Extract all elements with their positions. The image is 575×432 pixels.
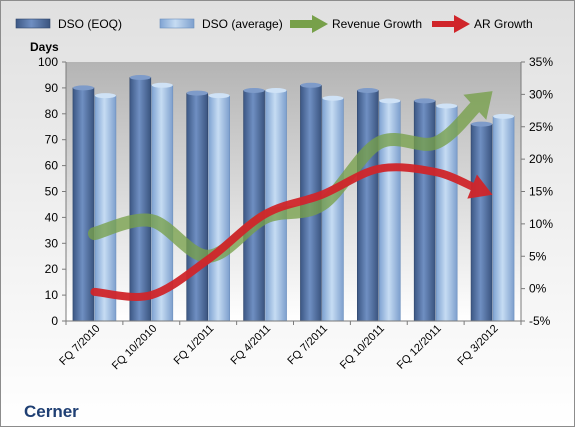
left-axis-tick-label: 60	[45, 159, 59, 173]
bar-top-cap	[72, 85, 94, 91]
legend-swatch-arrowhead	[312, 15, 328, 33]
ar-growth-line	[90, 163, 478, 301]
bar-dso-eoq	[243, 90, 265, 322]
legend-item: DSO (average)	[159, 17, 283, 31]
legend-item: Revenue Growth	[290, 15, 422, 33]
left-axis-tick-label: 30	[45, 236, 59, 250]
right-axis-tick-label: -5%	[529, 314, 551, 328]
bar-top-cap	[151, 82, 173, 88]
bar-dso-eoq	[413, 100, 436, 322]
bar-dso-eoq	[357, 90, 379, 322]
right-axis-tick-label: 20%	[529, 152, 553, 166]
bar-dso-average	[208, 95, 230, 322]
bar-dso-eoq	[72, 87, 95, 322]
legend-label: Revenue Growth	[332, 17, 422, 31]
bar-top-cap	[208, 93, 230, 99]
left-axis-tick-label: 40	[45, 210, 59, 224]
left-axis-tick-label: 0	[51, 314, 58, 328]
right-axis-tick-label: 0%	[529, 282, 547, 296]
left-axis-tick-label: 70	[45, 133, 59, 147]
bar-top-cap	[493, 113, 515, 119]
bar-top-cap	[129, 75, 151, 81]
legend-label: DSO (EOQ)	[58, 17, 122, 31]
left-axis-tick-label: 10	[45, 288, 59, 302]
right-axis-tick-label: 10%	[529, 217, 553, 231]
bar-dso-average	[94, 95, 117, 322]
growth-lines	[87, 91, 493, 301]
bar-top-cap	[300, 82, 322, 88]
bar-top-cap	[357, 87, 379, 93]
company-label: Cerner	[24, 402, 79, 421]
bar-dso-average	[492, 116, 515, 322]
right-axis-tick-label: 30%	[529, 87, 553, 101]
bar-top-cap	[322, 95, 344, 101]
bar-top-cap	[414, 98, 436, 104]
left-axis-tick-label: 50	[45, 185, 59, 199]
ar-growth-series	[90, 163, 493, 301]
legend-item: DSO (EOQ)	[15, 17, 122, 31]
bar-dso-eoq	[470, 123, 493, 322]
bar-top-cap	[436, 103, 458, 109]
bar-top-cap	[94, 93, 116, 99]
left-axis-tick-label: 90	[45, 81, 59, 95]
left-axis-tick-label: 100	[38, 55, 58, 69]
revenue-growth-series	[87, 91, 493, 263]
left-axis-tick-label: 80	[45, 107, 59, 121]
bar-dso-eoq	[129, 77, 152, 322]
ar-growth-arrowhead	[467, 174, 493, 199]
bar-dso-eoq	[186, 92, 208, 322]
bar-top-cap	[379, 98, 401, 104]
revenue-growth-line	[87, 99, 483, 263]
legend: DSO (EOQ) DSO (average) Revenue Growth AR G…	[15, 15, 533, 33]
bar-top-cap	[186, 90, 208, 96]
right-axis-tick-label: 5%	[529, 249, 547, 263]
bar-top-cap	[265, 87, 287, 93]
legend-swatch	[159, 18, 195, 29]
legend-label: AR Growth	[474, 17, 533, 31]
left-axis-tick-label: 20	[45, 262, 59, 276]
bar-top-cap	[243, 87, 265, 93]
legend-swatch-arrowhead	[454, 15, 470, 33]
bars	[72, 75, 515, 322]
legend-item: AR Growth	[432, 15, 533, 33]
left-axis: 0 10 20 30 40 50 60 70 80 90 100	[38, 55, 67, 328]
y-axis-title-left: Days	[30, 40, 59, 54]
right-axis-tick-label: 25%	[529, 120, 553, 134]
legend-label: DSO (average)	[202, 17, 283, 31]
bar-top-cap	[471, 121, 493, 127]
legend-swatch	[15, 18, 51, 29]
revenue-growth-arrowhead	[463, 91, 493, 120]
right-axis-tick-label: 35%	[529, 55, 553, 69]
right-axis-tick-label: 15%	[529, 185, 553, 199]
right-axis: -5% 0% 5% 10% 15% 20% 25% 30% 35%	[520, 55, 553, 328]
